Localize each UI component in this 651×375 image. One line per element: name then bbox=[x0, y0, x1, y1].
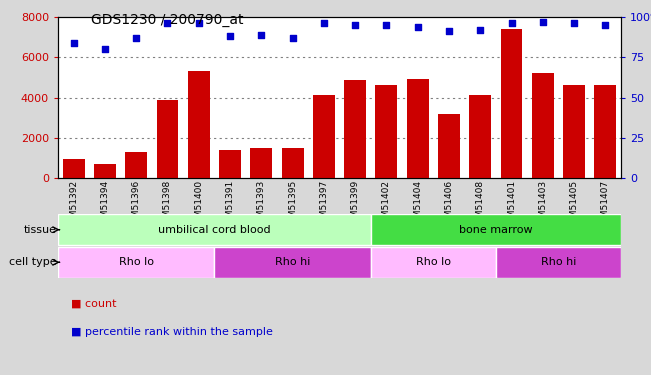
Text: umbilical cord blood: umbilical cord blood bbox=[158, 225, 271, 235]
Text: Rho lo: Rho lo bbox=[416, 257, 451, 267]
Point bbox=[225, 33, 235, 39]
Bar bbox=[469, 96, 492, 178]
Bar bbox=[58, 214, 371, 245]
Point bbox=[162, 20, 173, 26]
Point bbox=[569, 20, 579, 26]
Bar bbox=[438, 114, 460, 178]
Bar bbox=[282, 148, 303, 178]
Point bbox=[193, 20, 204, 26]
Bar bbox=[58, 247, 214, 278]
Bar bbox=[532, 74, 554, 178]
Bar bbox=[219, 150, 241, 178]
Bar bbox=[187, 71, 210, 178]
Bar bbox=[501, 29, 523, 178]
Bar bbox=[376, 86, 397, 178]
Point bbox=[131, 35, 141, 41]
Point bbox=[100, 46, 110, 52]
Bar bbox=[214, 247, 371, 278]
Point bbox=[600, 22, 611, 28]
Bar bbox=[594, 86, 616, 178]
Bar bbox=[313, 96, 335, 178]
Point bbox=[444, 28, 454, 34]
Text: cell type: cell type bbox=[9, 257, 57, 267]
Bar bbox=[251, 148, 272, 178]
Text: Rho hi: Rho hi bbox=[275, 257, 311, 267]
Text: Rho hi: Rho hi bbox=[541, 257, 576, 267]
Point bbox=[287, 35, 298, 41]
Point bbox=[381, 22, 392, 28]
Point bbox=[506, 20, 517, 26]
Bar bbox=[94, 164, 116, 178]
Point bbox=[413, 24, 423, 30]
Point bbox=[318, 20, 329, 26]
Bar bbox=[371, 214, 621, 245]
Bar bbox=[407, 80, 428, 178]
Bar bbox=[563, 86, 585, 178]
Bar bbox=[344, 80, 366, 178]
Bar bbox=[371, 247, 496, 278]
Bar bbox=[156, 99, 178, 178]
Point bbox=[350, 22, 361, 28]
Text: ■ percentile rank within the sample: ■ percentile rank within the sample bbox=[71, 327, 273, 337]
Point bbox=[68, 40, 79, 46]
Point bbox=[475, 27, 486, 33]
Text: tissue: tissue bbox=[23, 225, 57, 235]
Bar bbox=[125, 152, 147, 178]
Point bbox=[256, 32, 266, 38]
Text: ■ count: ■ count bbox=[71, 299, 117, 309]
Bar bbox=[496, 247, 621, 278]
Text: bone marrow: bone marrow bbox=[459, 225, 533, 235]
Text: Rho lo: Rho lo bbox=[118, 257, 154, 267]
Bar bbox=[62, 159, 85, 178]
Text: GDS1230 / 200790_at: GDS1230 / 200790_at bbox=[90, 13, 243, 27]
Point bbox=[538, 19, 548, 25]
